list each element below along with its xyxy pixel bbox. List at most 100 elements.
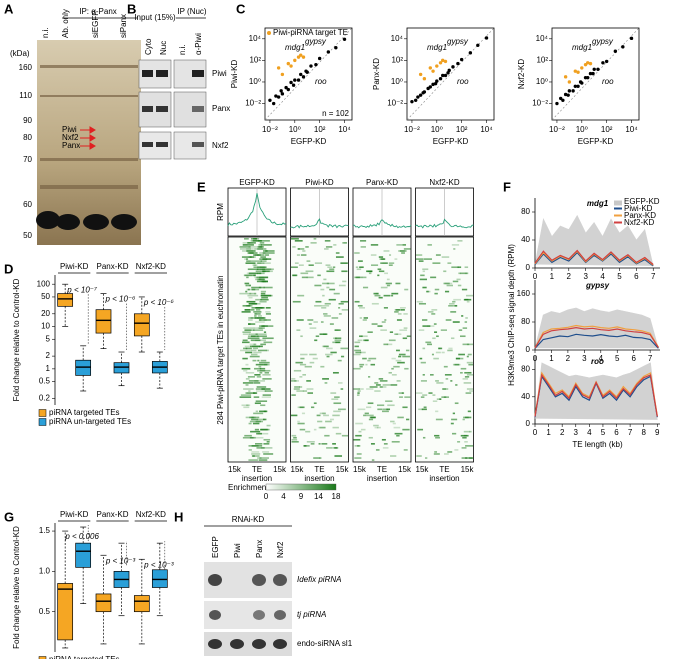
heatmap-texture	[332, 371, 339, 374]
kda-marker: 110	[19, 91, 32, 100]
te-annotation: roo	[315, 77, 327, 86]
heatmap-texture	[445, 388, 449, 390]
y-axis-label: Nxf2-KD	[517, 59, 526, 89]
y-tick-label: 100	[37, 279, 51, 288]
panel-label: G	[4, 509, 14, 524]
heatmap-texture	[313, 428, 317, 431]
heatmap-texture	[256, 313, 261, 315]
scatter-point	[416, 95, 420, 99]
legend-label: piRNA un-targeted TEs	[49, 417, 131, 426]
x-tick-label: 6	[614, 428, 619, 437]
scatter-point	[555, 101, 559, 106]
heatmap-texture	[304, 365, 312, 368]
te-title: gypsy	[585, 281, 610, 290]
panel-label: C	[236, 1, 246, 16]
heatmap-texture	[383, 307, 388, 309]
heatmap-texture	[316, 414, 321, 417]
heatmap-texture	[390, 455, 397, 457]
heatmap-texture	[422, 325, 431, 327]
y-tick-label: 0	[526, 419, 531, 428]
legend-swatch	[38, 418, 47, 426]
x-tick-label: 1	[546, 428, 551, 437]
heatmap-texture	[255, 363, 268, 366]
heatmap-texture	[358, 388, 364, 390]
heatmap-texture	[259, 457, 270, 459]
line	[534, 333, 659, 349]
heatmap-texture	[324, 240, 331, 242]
line	[534, 324, 659, 349]
y-tick-label: 20	[41, 309, 50, 318]
heatmap-texture	[395, 359, 402, 362]
heatmap-texture	[242, 244, 254, 246]
heatmap-texture	[258, 365, 262, 368]
x-edge-label: 15k	[291, 465, 305, 474]
colorbar-tick: 0	[264, 492, 269, 501]
scatter-point	[428, 85, 433, 89]
heatmap-texture	[253, 396, 260, 398]
column-title: Panx-KD	[366, 178, 398, 187]
x-tick-label: 4	[587, 428, 592, 437]
scatter-point	[566, 93, 570, 97]
heatmap-texture	[314, 304, 322, 307]
heatmap-texture	[367, 402, 374, 405]
heatmap-texture	[244, 282, 250, 285]
lane-label: Panx	[255, 540, 264, 558]
heatmap-texture	[420, 380, 427, 382]
heatmap	[290, 236, 349, 463]
heatmap-texture	[363, 414, 367, 417]
column-title: EGFP-KD	[239, 178, 275, 187]
heatmap-texture	[245, 371, 255, 374]
heatmap-texture	[260, 294, 271, 297]
heatmap-texture	[431, 313, 436, 315]
x-tick-label: 1	[549, 354, 554, 363]
heatmap-texture	[354, 345, 359, 348]
scatter-point	[443, 59, 448, 64]
column-title: Piwi-KD	[305, 178, 334, 187]
heatmap-texture	[299, 428, 306, 431]
heatmap-texture	[259, 367, 266, 370]
group-label: Nxf2-KD	[136, 262, 166, 271]
heatmap-texture	[443, 282, 450, 285]
heatmap	[227, 236, 287, 463]
heatmap-texture	[353, 367, 361, 370]
heatmap-texture	[262, 268, 274, 271]
heatmap-texture	[265, 313, 271, 315]
heatmap-texture	[441, 256, 450, 258]
scatter-point	[573, 84, 578, 88]
heatmap-texture	[398, 353, 406, 356]
heatmap-texture	[466, 343, 473, 346]
heatmap-texture	[248, 272, 258, 275]
heatmap-texture	[416, 392, 423, 394]
heatmap-texture	[416, 300, 423, 303]
heatmap-texture	[367, 359, 371, 362]
heatmap-texture	[338, 284, 346, 287]
heatmap-texture	[248, 284, 251, 287]
heatmap-texture	[243, 406, 250, 409]
heatmap-texture	[246, 250, 256, 252]
y-tick-label: 10²	[536, 55, 548, 64]
profile-curve	[415, 218, 474, 229]
x-edge-label: 15k	[273, 465, 287, 474]
heatmap-texture	[435, 351, 441, 354]
heatmap-texture	[244, 329, 252, 331]
heatmap-texture	[241, 311, 251, 313]
y-tick-label: 0	[526, 345, 531, 354]
heatmap-texture	[391, 292, 399, 295]
scatter-point	[289, 64, 293, 68]
heatmap-texture	[296, 390, 304, 392]
heatmap-texture	[452, 304, 458, 307]
heatmap-texture	[314, 339, 318, 342]
x-tick-label: 10⁰	[576, 125, 588, 134]
x-edge-label: 15k	[353, 465, 367, 474]
heatmap-texture	[370, 363, 376, 366]
heatmap-texture	[302, 390, 308, 392]
heatmap-texture	[360, 240, 367, 242]
heatmap-texture	[467, 410, 471, 413]
heatmap-texture	[259, 300, 267, 303]
kda-marker: 60	[23, 200, 32, 209]
heatmap-texture	[397, 416, 404, 419]
kda-marker: 160	[19, 63, 33, 72]
heatmap-texture	[391, 294, 394, 297]
y-tick-label: 10⁴	[391, 34, 404, 43]
heatmap-texture	[309, 361, 315, 364]
